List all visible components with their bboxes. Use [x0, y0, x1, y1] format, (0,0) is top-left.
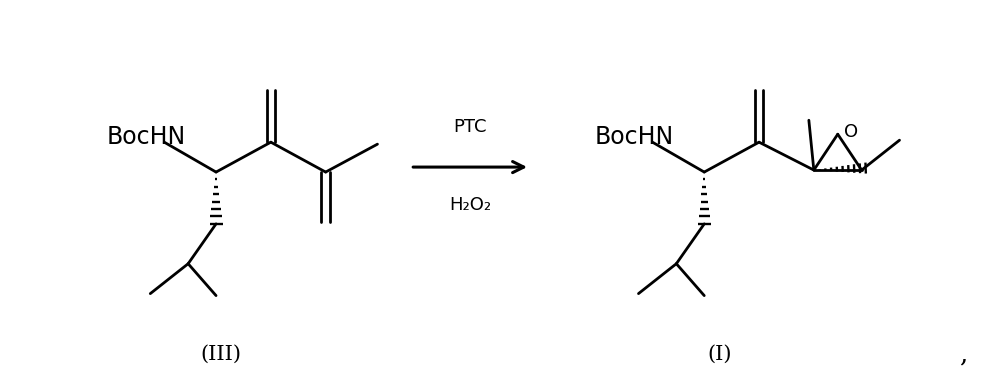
- Text: BocHN: BocHN: [595, 125, 674, 149]
- Text: H₂O₂: H₂O₂: [449, 196, 491, 214]
- Text: (I): (I): [707, 345, 731, 364]
- Text: O: O: [844, 123, 858, 141]
- Text: BocHN: BocHN: [106, 125, 186, 149]
- Text: PTC: PTC: [453, 118, 487, 136]
- Text: (III): (III): [201, 345, 242, 364]
- Text: ,: ,: [959, 342, 967, 367]
